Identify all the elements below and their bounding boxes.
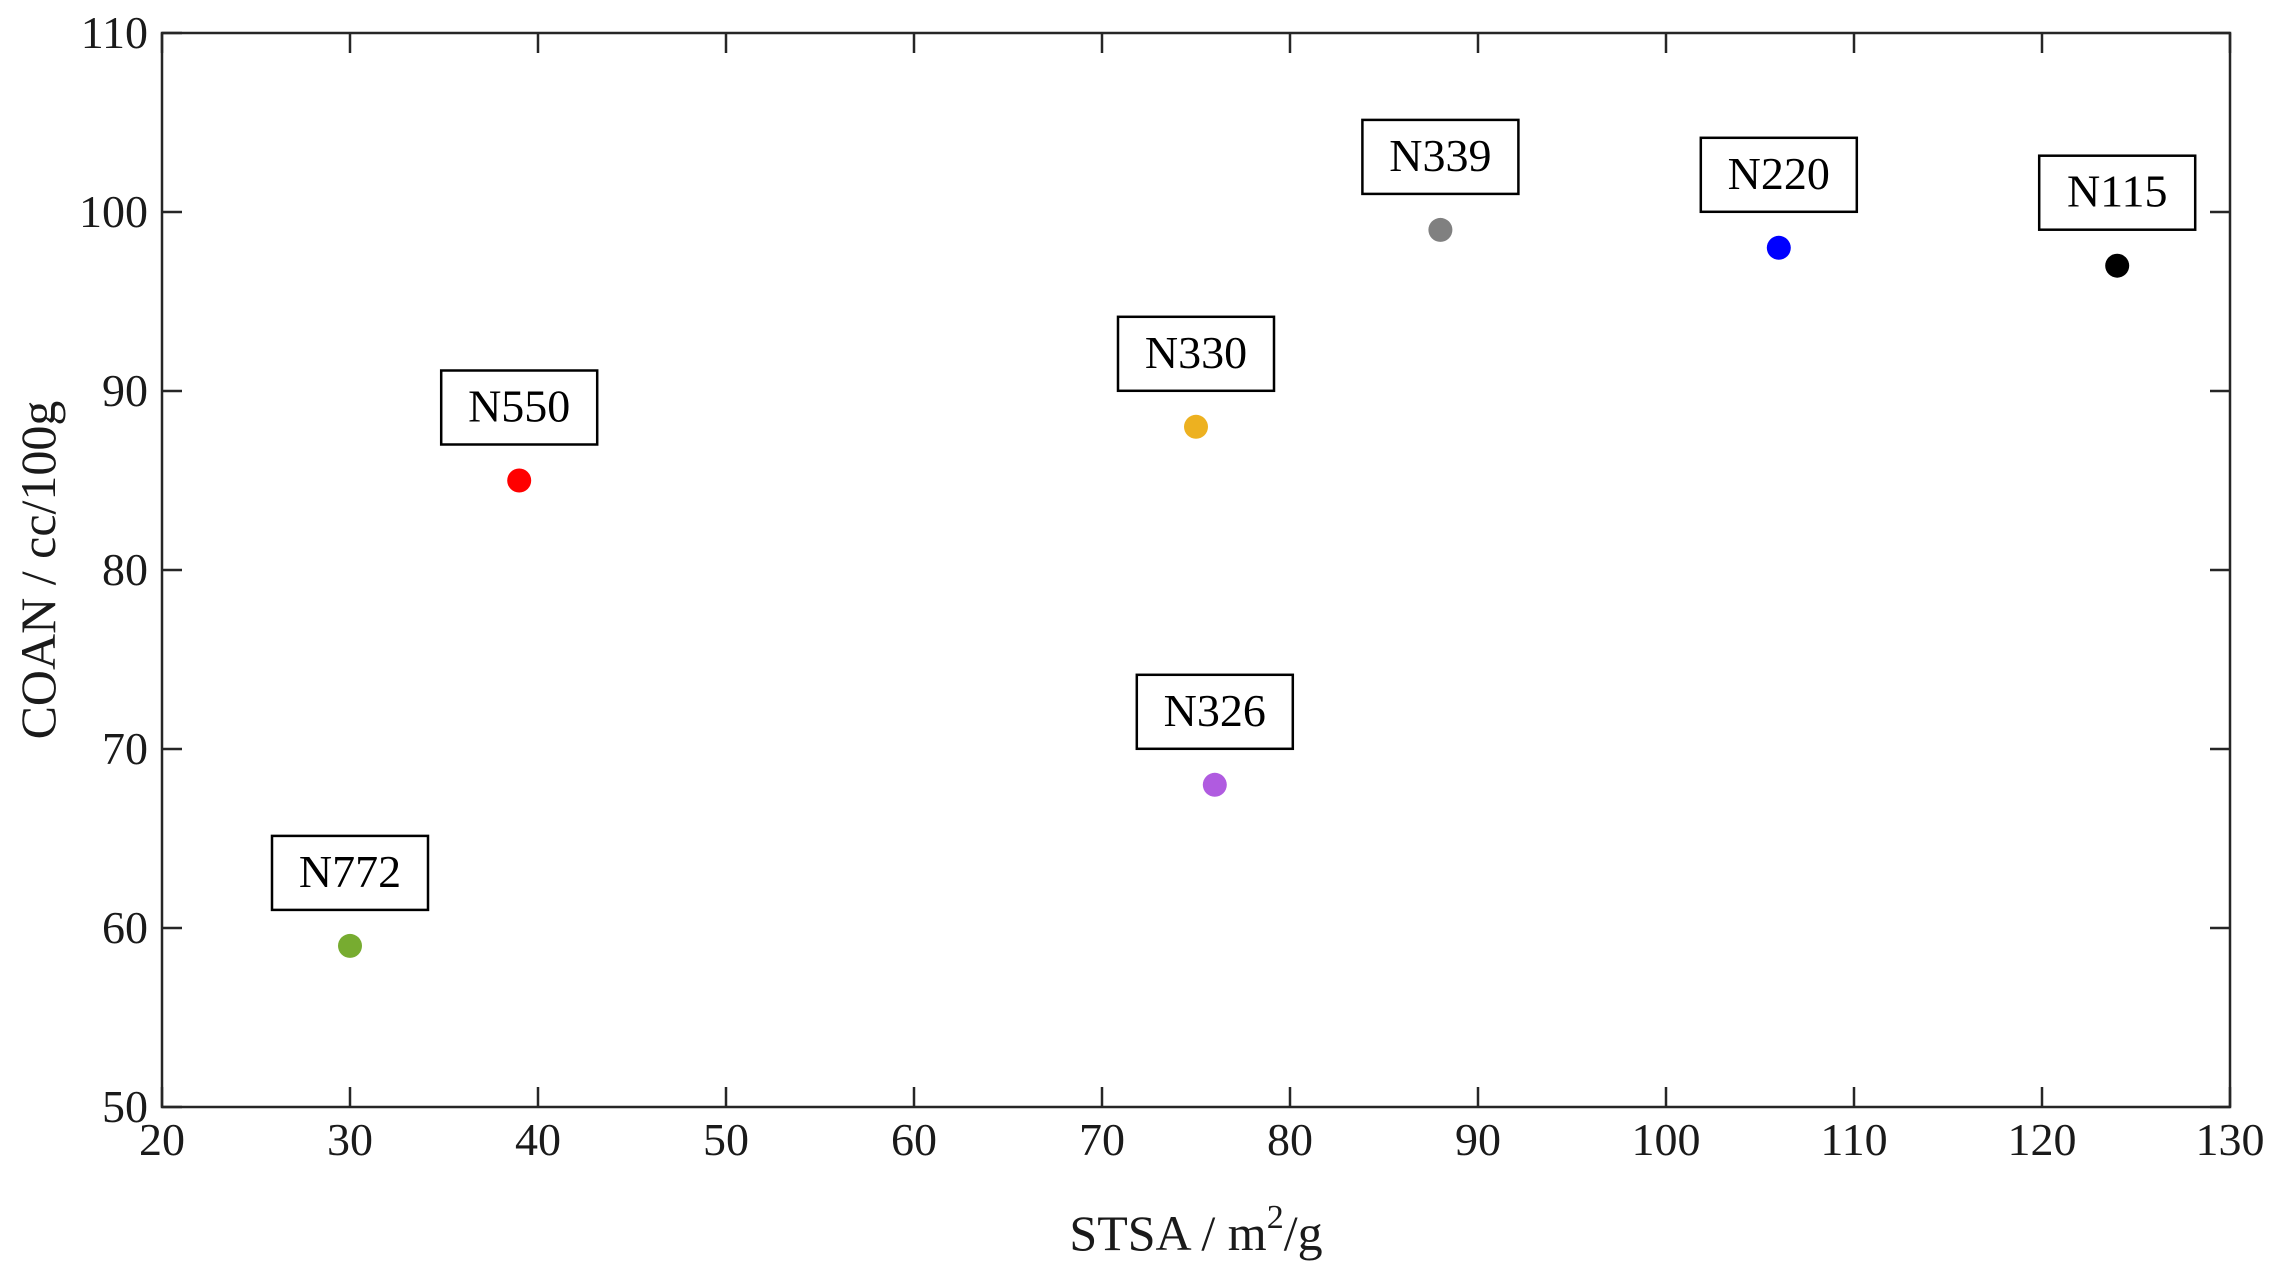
point-marker (1202, 772, 1227, 797)
point-label-box (1135, 673, 1295, 751)
data-point-n220: N220 (1699, 136, 1859, 260)
point-label-box (270, 834, 430, 912)
point-label-box (2037, 154, 2197, 231)
x-tick-label: 130 (2196, 1114, 2265, 1165)
data-point-n550: N550 (439, 369, 599, 493)
axes-box (160, 31, 2232, 1109)
x-tick-label: 60 (891, 1114, 937, 1165)
data-point-n339: N339 (1361, 118, 1520, 242)
y-tick-label: 90 (102, 365, 148, 416)
y-tick-label: 110 (81, 7, 148, 58)
y-tick-label: 100 (79, 186, 148, 237)
y-tick-label: 60 (102, 902, 148, 953)
data-points: N772 N550 N330 N326 N339 N220 N115 (270, 118, 2197, 958)
y-axis-title: COAN / cc/100g (10, 401, 66, 740)
point-label: N115 (2067, 166, 2168, 217)
x-tick-label: 90 (1455, 1114, 1501, 1165)
point-marker (338, 933, 362, 958)
y-tick-label: 80 (102, 544, 148, 595)
point-label: N330 (1145, 327, 1247, 378)
point-marker (1428, 217, 1453, 242)
data-point-n330: N330 (1116, 315, 1276, 439)
point-label: N326 (1164, 685, 1266, 736)
point-label-box (1116, 315, 1276, 393)
x-tick-label: 120 (2008, 1114, 2077, 1165)
data-point-n772: N772 (270, 834, 430, 958)
x-axis-title: STSA / m2/g (1069, 1199, 1322, 1261)
data-point-n115: N115 (2037, 154, 2197, 278)
x-tick-label: 30 (327, 1114, 373, 1165)
point-label: N220 (1728, 148, 1830, 199)
point-marker (1184, 414, 1208, 439)
axis-ticks: 20 30 40 50 60 70 80 90 100 110 120 130 50 60 70 80 90 10… (79, 7, 2265, 1165)
x-tick-label: 100 (1632, 1114, 1701, 1165)
point-label-box (1361, 118, 1520, 196)
point-marker (507, 468, 532, 493)
y-tick-label: 50 (102, 1081, 148, 1132)
x-tick-label: 80 (1267, 1114, 1313, 1165)
x-tick-label: 70 (1079, 1114, 1125, 1165)
plot-area (162, 33, 2230, 1107)
y-tick-label: 70 (102, 723, 148, 774)
point-marker (2105, 253, 2130, 278)
point-label-box (1699, 136, 1859, 214)
point-label: N339 (1389, 130, 1491, 181)
x-tick-label: 20 (139, 1114, 185, 1165)
point-marker (1766, 235, 1791, 260)
x-tick-label: 110 (1820, 1114, 1887, 1165)
x-tick-label: 40 (515, 1114, 561, 1165)
point-label: N550 (468, 381, 570, 432)
data-point-n326: N326 (1135, 673, 1295, 797)
x-tick-label: 50 (703, 1114, 749, 1165)
point-label-box (439, 369, 599, 446)
point-label: N772 (299, 846, 401, 897)
